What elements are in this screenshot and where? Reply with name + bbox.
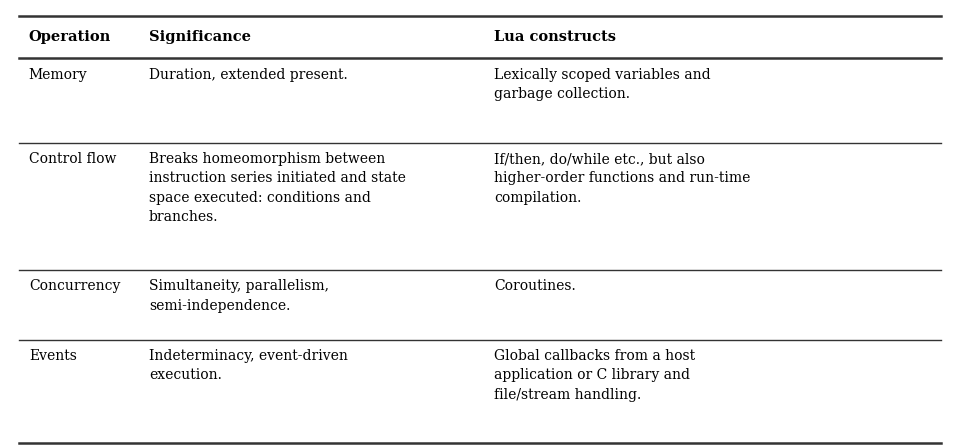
Text: Significance: Significance: [149, 30, 251, 44]
Text: Operation: Operation: [29, 30, 111, 44]
Text: Lexically scoped variables and
garbage collection.: Lexically scoped variables and garbage c…: [494, 68, 711, 101]
Text: Duration, extended present.: Duration, extended present.: [149, 68, 348, 82]
Text: Events: Events: [29, 349, 77, 363]
Text: Lua constructs: Lua constructs: [494, 30, 616, 44]
Text: Simultaneity, parallelism,
semi-independence.: Simultaneity, parallelism, semi-independ…: [149, 279, 328, 313]
Text: Coroutines.: Coroutines.: [494, 279, 576, 293]
Text: Concurrency: Concurrency: [29, 279, 120, 293]
Text: Memory: Memory: [29, 68, 87, 82]
Text: Control flow: Control flow: [29, 152, 116, 166]
Text: Breaks homeomorphism between
instruction series initiated and state
space execut: Breaks homeomorphism between instruction…: [149, 152, 406, 224]
Text: Global callbacks from a host
application or C library and
file/stream handling.: Global callbacks from a host application…: [494, 349, 696, 402]
Text: Indeterminacy, event-driven
execution.: Indeterminacy, event-driven execution.: [149, 349, 348, 382]
Text: If/then, do/while etc., but also
higher-order functions and run-time
compilation: If/then, do/while etc., but also higher-…: [494, 152, 751, 205]
